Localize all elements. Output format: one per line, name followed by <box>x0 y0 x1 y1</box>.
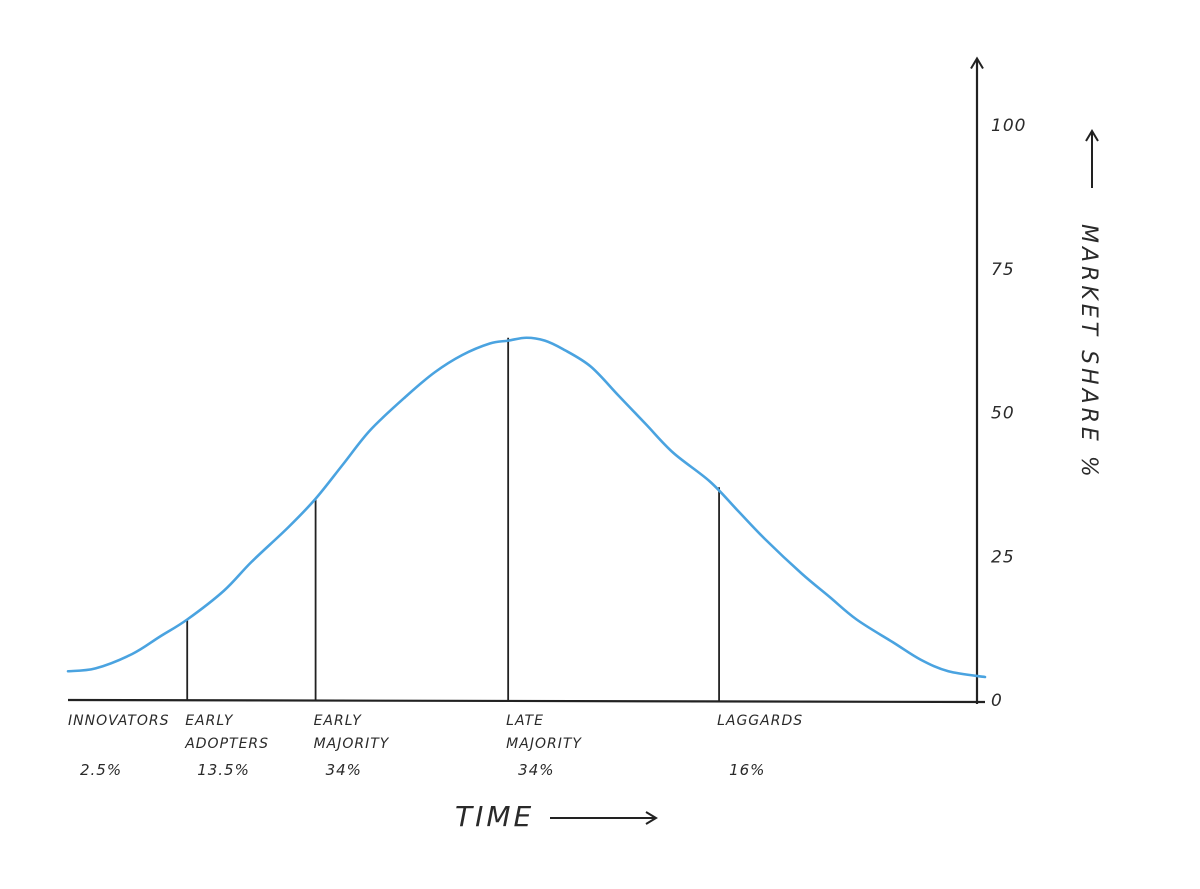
segment-name: MAJORITY <box>506 736 582 752</box>
segment-name: EARLY <box>314 713 363 729</box>
segment-name: EARLY <box>185 713 234 729</box>
adoption-curve <box>66 336 987 679</box>
y-tick-label: 75 <box>991 260 1015 280</box>
y-tick-label: 50 <box>991 404 1015 424</box>
segment-name: ADOPTERS <box>184 736 269 752</box>
segment-name: LAGGARDS <box>717 713 803 729</box>
segment-percent: 34% <box>326 761 362 779</box>
segment-percent: 13.5% <box>197 761 250 779</box>
x-axis-line <box>67 698 986 704</box>
x-axis-title: TIME <box>455 800 534 833</box>
y-axis-title: MARKET SHARE % <box>1076 224 1101 481</box>
segment-percent: 16% <box>729 761 765 779</box>
segment-name: INNOVATORS <box>68 713 169 729</box>
segment-name: MAJORITY <box>314 736 390 752</box>
y-tick-label: 100 <box>991 116 1026 136</box>
segment-percent: 34% <box>518 761 554 779</box>
segment-name: LATE <box>506 713 544 729</box>
y-tick-label: 0 <box>991 691 1003 711</box>
segment-percent: 2.5% <box>80 761 122 779</box>
y-tick-label: 25 <box>991 547 1015 567</box>
